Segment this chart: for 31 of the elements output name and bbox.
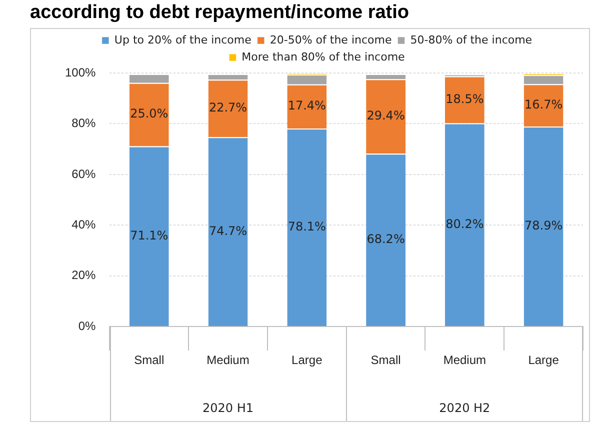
data-label: 78.9% — [524, 218, 563, 232]
text: 2020 H1 — [202, 401, 254, 416]
x-tick-label: Large — [292, 353, 323, 368]
data-label: 17.4% — [288, 98, 326, 113]
data-label: 22.7% — [208, 100, 248, 114]
y-tick-label: 100% — [64, 65, 96, 80]
y-tick-label: 60% — [72, 166, 96, 181]
x-tick-label: Medium — [443, 353, 486, 368]
y-tick-label: 40% — [72, 217, 96, 232]
legend-label: Up to 20% of the income — [114, 33, 252, 46]
data-label: 25.0% — [130, 106, 168, 121]
x-tick-label: Medium — [206, 353, 250, 368]
data-label: 80.2% — [446, 216, 484, 231]
y-tick-label: 0% — [78, 318, 96, 333]
data-label: 68.2% — [366, 232, 405, 246]
x-tick-label: Small — [370, 353, 401, 368]
data-label: 78.1% — [288, 219, 326, 234]
legend-label: 50-80% of the income — [410, 33, 532, 46]
data-label: 71.1% — [130, 228, 168, 242]
data-label: 29.4% — [366, 108, 405, 122]
data-label: 74.7% — [208, 224, 248, 238]
text: 2020 H2 — [439, 401, 490, 416]
x-tick-label: Small — [134, 353, 164, 368]
y-tick-label: 80% — [72, 116, 96, 130]
x-tick-label: Large — [528, 353, 560, 368]
data-label: 18.5% — [446, 92, 484, 106]
y-tick-label: 20% — [72, 268, 96, 282]
data-label: 16.7% — [524, 97, 563, 112]
chart-title: according to debt repayment/income ratio — [29, 1, 410, 25]
legend-label: 20-50% of the income — [270, 33, 392, 46]
legend-label: More than 80% of the income — [242, 50, 406, 64]
